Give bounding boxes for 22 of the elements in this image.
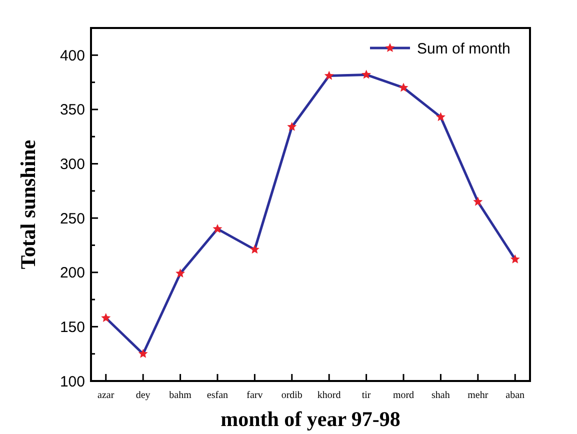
x-tick-label: azar <box>98 390 115 401</box>
y-tick-label: 100 <box>60 373 85 390</box>
legend-label: Sum of month <box>417 40 510 58</box>
x-tick-label: aban <box>506 390 525 401</box>
y-tick-label: 200 <box>60 264 85 282</box>
y-tick-label: 150 <box>60 318 85 336</box>
x-tick-label: tir <box>362 390 372 401</box>
y-tick-label: 300 <box>60 156 85 174</box>
x-tick-label: dey <box>136 390 150 401</box>
x-tick-label: ordib <box>281 390 302 401</box>
x-tick-label: mord <box>392 390 414 401</box>
x-tick-label: mehr <box>468 390 489 401</box>
y-tick-label: 350 <box>60 102 85 119</box>
x-axis-title: month of year 97-98 <box>220 407 400 431</box>
y-tick-label: 400 <box>60 47 85 64</box>
x-tick-label: khord <box>317 390 341 401</box>
x-tick-label: esfan <box>206 390 228 401</box>
x-tick-label: bahm <box>169 390 192 401</box>
x-tick-label: shah <box>432 390 450 401</box>
x-tick-label: farv <box>246 390 263 401</box>
y-tick-label: 250 <box>60 210 85 228</box>
y-axis-title: Total sunshine <box>16 140 40 270</box>
